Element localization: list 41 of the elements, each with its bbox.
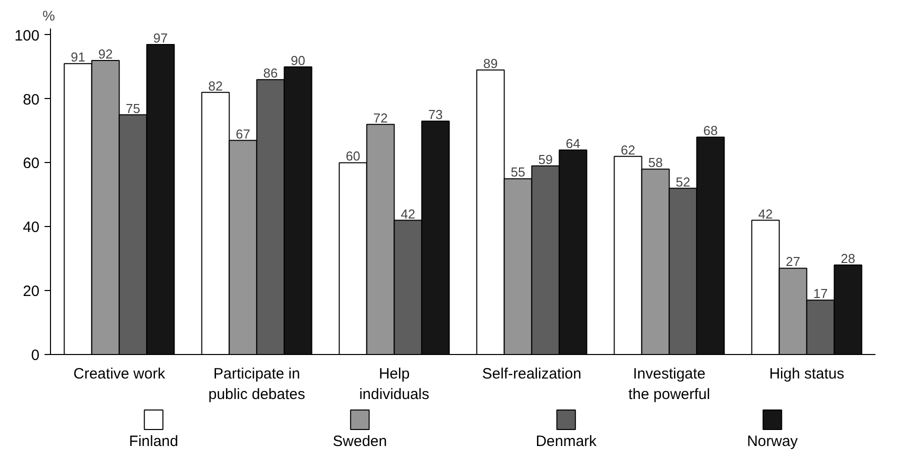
x-tick-label: High status bbox=[769, 366, 844, 382]
data-label: 72 bbox=[373, 110, 388, 126]
data-label: 82 bbox=[208, 78, 223, 94]
x-tick-label: Self-realization bbox=[482, 366, 582, 382]
y-tick-label: 0 bbox=[31, 347, 40, 364]
y-tick-label: 60 bbox=[22, 155, 40, 172]
data-label: 42 bbox=[758, 206, 773, 222]
data-label: 60 bbox=[346, 148, 360, 164]
data-label: 64 bbox=[566, 136, 580, 151]
y-tick-label: 100 bbox=[14, 27, 40, 44]
y-tick-label: 40 bbox=[22, 219, 40, 236]
data-label: 17 bbox=[813, 286, 828, 302]
data-label: 42 bbox=[400, 206, 416, 222]
data-label: 59 bbox=[538, 152, 553, 167]
x-tick-label: Creative work bbox=[73, 366, 166, 382]
x-tick-label: Participate in public debates bbox=[208, 366, 306, 403]
data-label: 52 bbox=[676, 174, 690, 190]
x-tick-label: Investigate the powerful bbox=[628, 366, 710, 403]
y-axis-title: % bbox=[42, 8, 55, 24]
legend-label: Denmark bbox=[536, 432, 598, 450]
data-label: 86 bbox=[263, 66, 278, 81]
legend-label: Sweden bbox=[332, 432, 387, 450]
data-label: 90 bbox=[290, 52, 306, 68]
data-label: 62 bbox=[620, 142, 636, 158]
data-label: 55 bbox=[510, 164, 526, 180]
data-label: 68 bbox=[703, 123, 718, 138]
data-label: 97 bbox=[153, 30, 168, 46]
data-label: 58 bbox=[648, 155, 663, 170]
data-label: 28 bbox=[840, 251, 856, 266]
legend-label: Norway bbox=[746, 432, 798, 450]
data-label: 91 bbox=[70, 50, 86, 65]
data-label: 75 bbox=[126, 100, 140, 116]
x-tick-label: Help individuals bbox=[359, 366, 430, 403]
data-label: 73 bbox=[428, 107, 443, 122]
data-label: 89 bbox=[483, 56, 498, 72]
data-label: 27 bbox=[786, 254, 800, 270]
data-label: 92 bbox=[98, 46, 113, 62]
y-tick-label: 80 bbox=[22, 91, 40, 108]
y-tick-label: 20 bbox=[22, 283, 40, 300]
legend-label: Finland bbox=[129, 432, 178, 450]
data-label: 67 bbox=[236, 126, 250, 142]
